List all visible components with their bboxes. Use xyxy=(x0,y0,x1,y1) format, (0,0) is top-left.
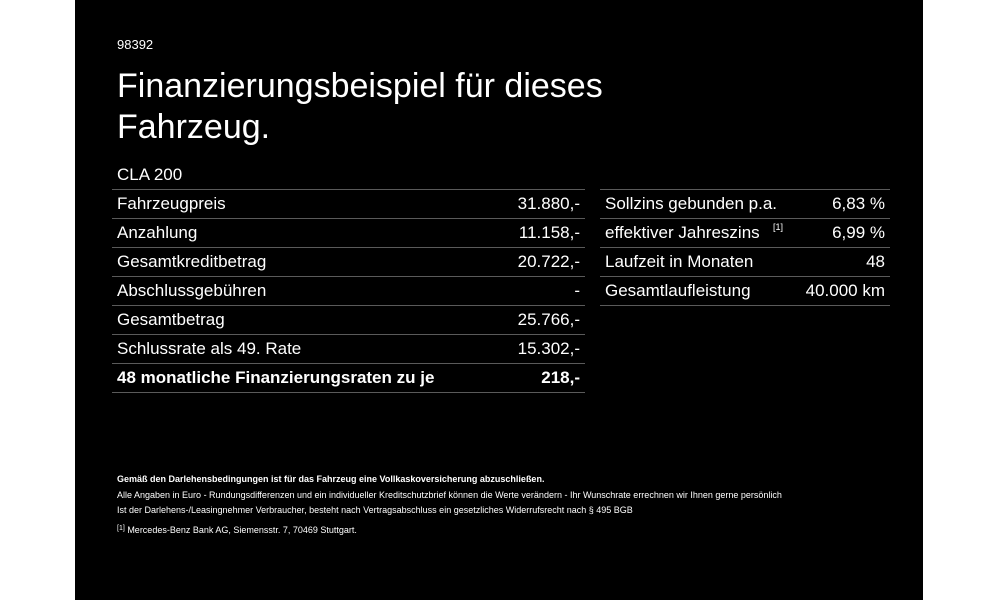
table-row: Schlussrate als 49. Rate 15.302,- xyxy=(112,334,585,363)
table-row: Laufzeit in Monaten 48 xyxy=(600,247,890,276)
row-label: Laufzeit in Monaten xyxy=(605,252,754,271)
row-value: - xyxy=(574,281,580,300)
table-row: Gesamtlaufleistung 40.000 km xyxy=(600,276,890,306)
table-row: Fahrzeugpreis 31.880,- xyxy=(112,189,585,218)
row-value: 15.302,- xyxy=(517,339,580,358)
row-label: Sollzins gebunden p.a. xyxy=(605,194,778,213)
row-label: Gesamtbetrag xyxy=(117,310,225,329)
code: 98392 xyxy=(117,37,154,52)
table-row: 48 monatliche Finanzierungsraten zu je 21… xyxy=(112,363,585,393)
table-row: 6,99 % effektiver Jahreszins [1] xyxy=(600,218,890,247)
table-row: Anzahlung 11.158,- xyxy=(112,218,585,247)
left-table: Fahrzeugpreis 31.880,- Anzahlung 11.158,- Ge… xyxy=(112,189,585,393)
row-label: Gesamtkreditbetrag xyxy=(117,252,267,271)
panel: 98392 Finanzierungsbeispiel für dieses F… xyxy=(75,0,923,600)
row-value: 218,- xyxy=(541,368,580,387)
table-row: Gesamtkreditbetrag 20.722,- xyxy=(112,247,585,276)
row-value: 40.000 km xyxy=(805,281,885,300)
row-label: Fahrzeugpreis xyxy=(117,194,226,213)
footnote: [1] Mercedes-Benz Bank AG, Siemensstr. 7… xyxy=(117,525,357,535)
row-value: 6,83 % xyxy=(832,194,885,213)
footnote-mark: [1] xyxy=(117,525,125,532)
footer-line: Alle Angaben in Euro - Rundungsdifferenz… xyxy=(117,490,782,500)
row-value: 25.766,- xyxy=(517,310,580,329)
footnote-text: Mercedes-Benz Bank AG, Siemensstr. 7, 70… xyxy=(127,525,357,535)
table-row: Gesamtbetrag 25.766,- xyxy=(112,305,585,334)
model: CLA 200 xyxy=(117,165,183,184)
row-label: 48 monatliche Finanzierungsraten zu je xyxy=(117,368,435,387)
row-value: 6,99 % xyxy=(832,223,885,242)
footer-line: Ist der Darlehens-/Leasingnehmer Verbrau… xyxy=(117,505,633,515)
row-label: Abschlussgebühren xyxy=(117,281,267,300)
row-value: 11.158,- xyxy=(518,223,580,242)
right-table: Sollzins gebunden p.a. 6,83 % 6,99 % effekt… xyxy=(600,189,890,306)
row-label: Schlussrate als 49. Rate xyxy=(117,339,302,358)
title: Finanzierungsbeispiel für dieses Fahrzeu… xyxy=(117,67,603,146)
row-label: Anzahlung xyxy=(117,223,198,242)
note-mark: [1] xyxy=(773,222,784,232)
footer-bold: Gemäß den Darlehensbedingungen ist für d… xyxy=(117,474,545,484)
row-value: 48 xyxy=(866,252,885,271)
row-label: effektiver Jahreszins xyxy=(605,223,760,242)
row-value: 31.880,- xyxy=(517,194,580,213)
row-label: Gesamtlaufleistung xyxy=(605,281,751,300)
table-row: Abschlussgebühren - xyxy=(112,276,585,305)
row-value: 20.722,- xyxy=(517,252,580,271)
table-row: Sollzins gebunden p.a. 6,83 % xyxy=(600,189,890,218)
